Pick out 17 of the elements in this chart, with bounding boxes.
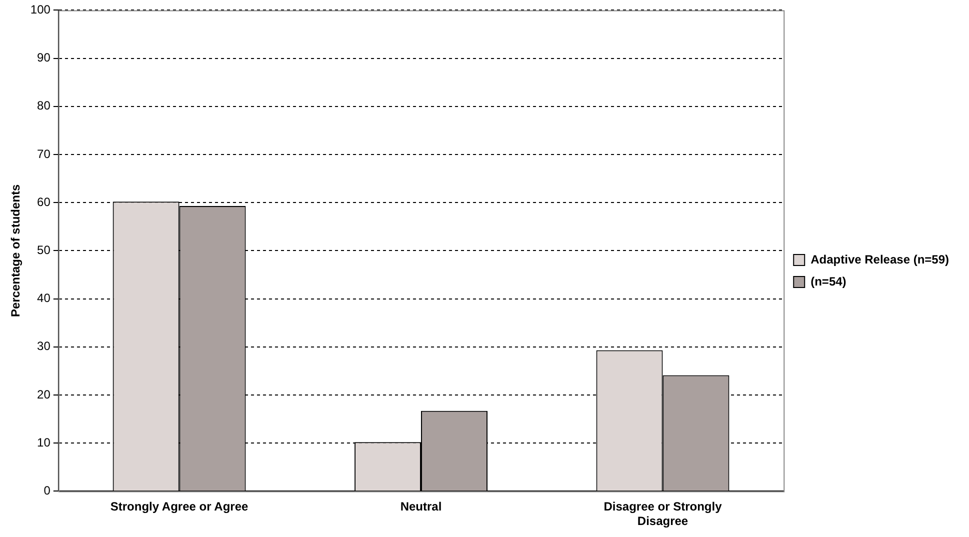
y-tick-label: 100 [30, 2, 51, 17]
y-tick-label: 10 [37, 435, 51, 450]
y-tick-label: 20 [37, 387, 51, 402]
y-tick-label: 0 [44, 484, 51, 498]
legend-label: (n=54) [810, 274, 846, 288]
x-tick-label: Neutral [400, 500, 442, 514]
y-tick-label: 50 [37, 243, 51, 258]
y-tick-label: 30 [37, 339, 51, 354]
y-tick-label: 90 [37, 50, 51, 65]
x-tick-label: Disagree or Strongly Disagree [604, 500, 722, 528]
y-tick-label: 60 [37, 194, 51, 209]
y-tick-label: 70 [37, 146, 51, 161]
x-tick-label: Strongly Agree or Agree [110, 500, 249, 514]
y-tick-label: 80 [37, 98, 51, 113]
y-axis-title: Percentage of students [8, 184, 23, 318]
legend-label: Adaptive Release (n=59) [810, 252, 950, 266]
y-tick-label: 40 [37, 291, 51, 306]
